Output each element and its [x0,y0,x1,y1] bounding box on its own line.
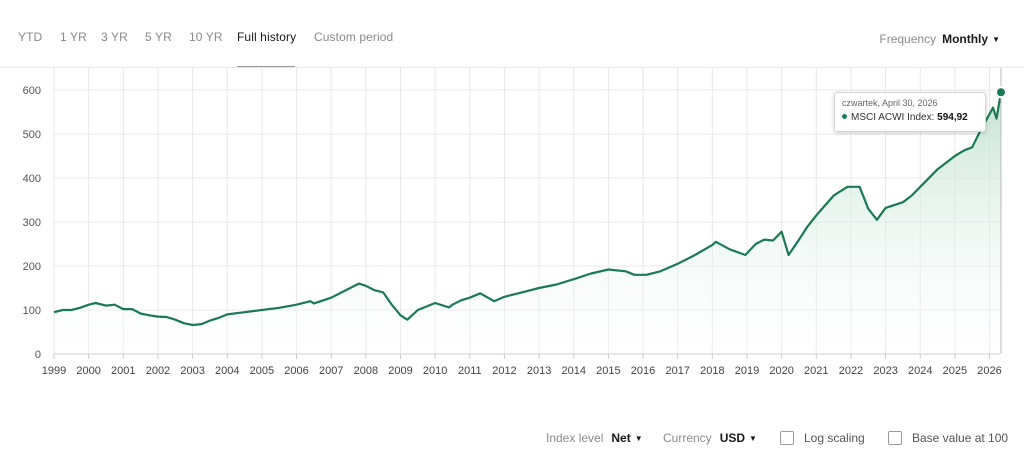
base-value-option: Base value at 100 [888,431,1008,445]
index-level-value: Net [611,431,631,445]
log-scaling-checkbox[interactable] [780,431,794,445]
x-tick-label: 2021 [804,365,828,377]
x-tick-label: 2011 [458,365,482,377]
frequency-label: Frequency [879,32,937,46]
chevron-down-icon: ▼ [634,434,643,443]
x-tick-label: 2026 [977,365,1001,377]
header-divider [0,67,1024,68]
series-dot-icon [842,114,847,119]
tab-full-history[interactable]: Full history [237,30,297,44]
tab-5yr[interactable]: 5 YR [145,30,172,44]
index-level-dropdown[interactable]: Net ▼ [611,431,642,445]
x-tick-label: 2003 [180,365,204,377]
y-tick-label: 0 [35,349,41,361]
x-tick-label: 2009 [388,365,412,377]
index-level-label: Index level [546,431,604,445]
x-tick-label: 2014 [562,365,586,377]
y-tick-label: 100 [23,305,41,317]
x-tick-label: 2012 [492,365,516,377]
tab-3yr[interactable]: 3 YR [101,30,128,44]
x-tick-label: 2002 [146,365,170,377]
base-value-checkbox[interactable] [888,431,902,445]
y-tick-label: 400 [23,173,41,185]
x-tick-label: 2000 [76,365,100,377]
y-tick-label: 500 [23,129,41,141]
tooltip-row: MSCI ACWI Index: 594,92 [842,112,978,123]
x-tick-label: 2010 [423,365,447,377]
tab-1yr[interactable]: 1 YR [60,30,87,44]
y-tick-label: 300 [23,217,41,229]
x-tick-label: 1999 [42,365,66,377]
x-tick-label: 2017 [665,365,689,377]
x-tick-label: 2005 [250,365,274,377]
tab-10yr[interactable]: 10 YR [189,30,223,44]
tab-custom-period[interactable]: Custom period [314,30,394,44]
tooltip-date: czwartek, April 30, 2026 [842,98,938,108]
y-tick-label: 600 [23,85,41,97]
currency-control: Currency USD ▼ [663,431,757,445]
x-tick-label: 2018 [700,365,724,377]
chart-tooltip: czwartek, April 30, 2026 MSCI ACWI Index… [834,92,986,132]
y-tick-label: 200 [23,261,41,273]
log-scaling-option: Log scaling [780,431,865,445]
frequency-value: Monthly [942,32,989,46]
base-value-label: Base value at 100 [912,431,1009,445]
x-tick-label: 2020 [769,365,793,377]
chevron-down-icon: ▼ [992,35,1000,44]
x-tick-label: 2006 [284,365,308,377]
x-tick-label: 2023 [873,365,897,377]
tab-ytd[interactable]: YTD [18,30,43,44]
x-tick-label: 2016 [631,365,655,377]
frequency-dropdown[interactable]: Monthly ▼ [942,32,1000,46]
currency-dropdown[interactable]: USD ▼ [720,431,757,445]
x-tick-label: 2001 [111,365,135,377]
tooltip-value: 594,92 [937,112,968,123]
x-tick-label: 2024 [908,365,932,377]
x-tick-label: 2007 [319,365,343,377]
x-tick-label: 2013 [527,365,551,377]
y-axis: 0 100 200 300 400 500 600 [23,85,41,361]
currency-value: USD [719,431,746,445]
x-tick-label: 2008 [354,365,378,377]
series-line [53,92,1003,327]
hover-point [994,86,1007,99]
index-level-control: Index level Net ▼ [546,431,643,445]
tooltip-series: MSCI ACWI Index: [851,112,935,123]
period-tabs: YTD 1 YR 3 YR 5 YR 10 YR Full history Cu… [0,0,520,68]
chevron-down-icon: ▼ [749,434,757,443]
x-tick-label: 2019 [735,365,759,377]
x-tick-label: 2015 [596,365,620,377]
currency-label: Currency [663,431,712,445]
x-tick-label: 2004 [215,365,239,377]
x-tick-label: 2025 [943,365,967,377]
x-axis: 1999 2000 2001 2002 2003 2004 2005 2006 2007 2008… [42,353,1002,377]
x-tick-label: 2022 [839,365,863,377]
frequency-control: Frequency Monthly ▼ [879,32,1000,46]
log-scaling-label: Log scaling [804,431,865,445]
series-area [54,92,1001,354]
